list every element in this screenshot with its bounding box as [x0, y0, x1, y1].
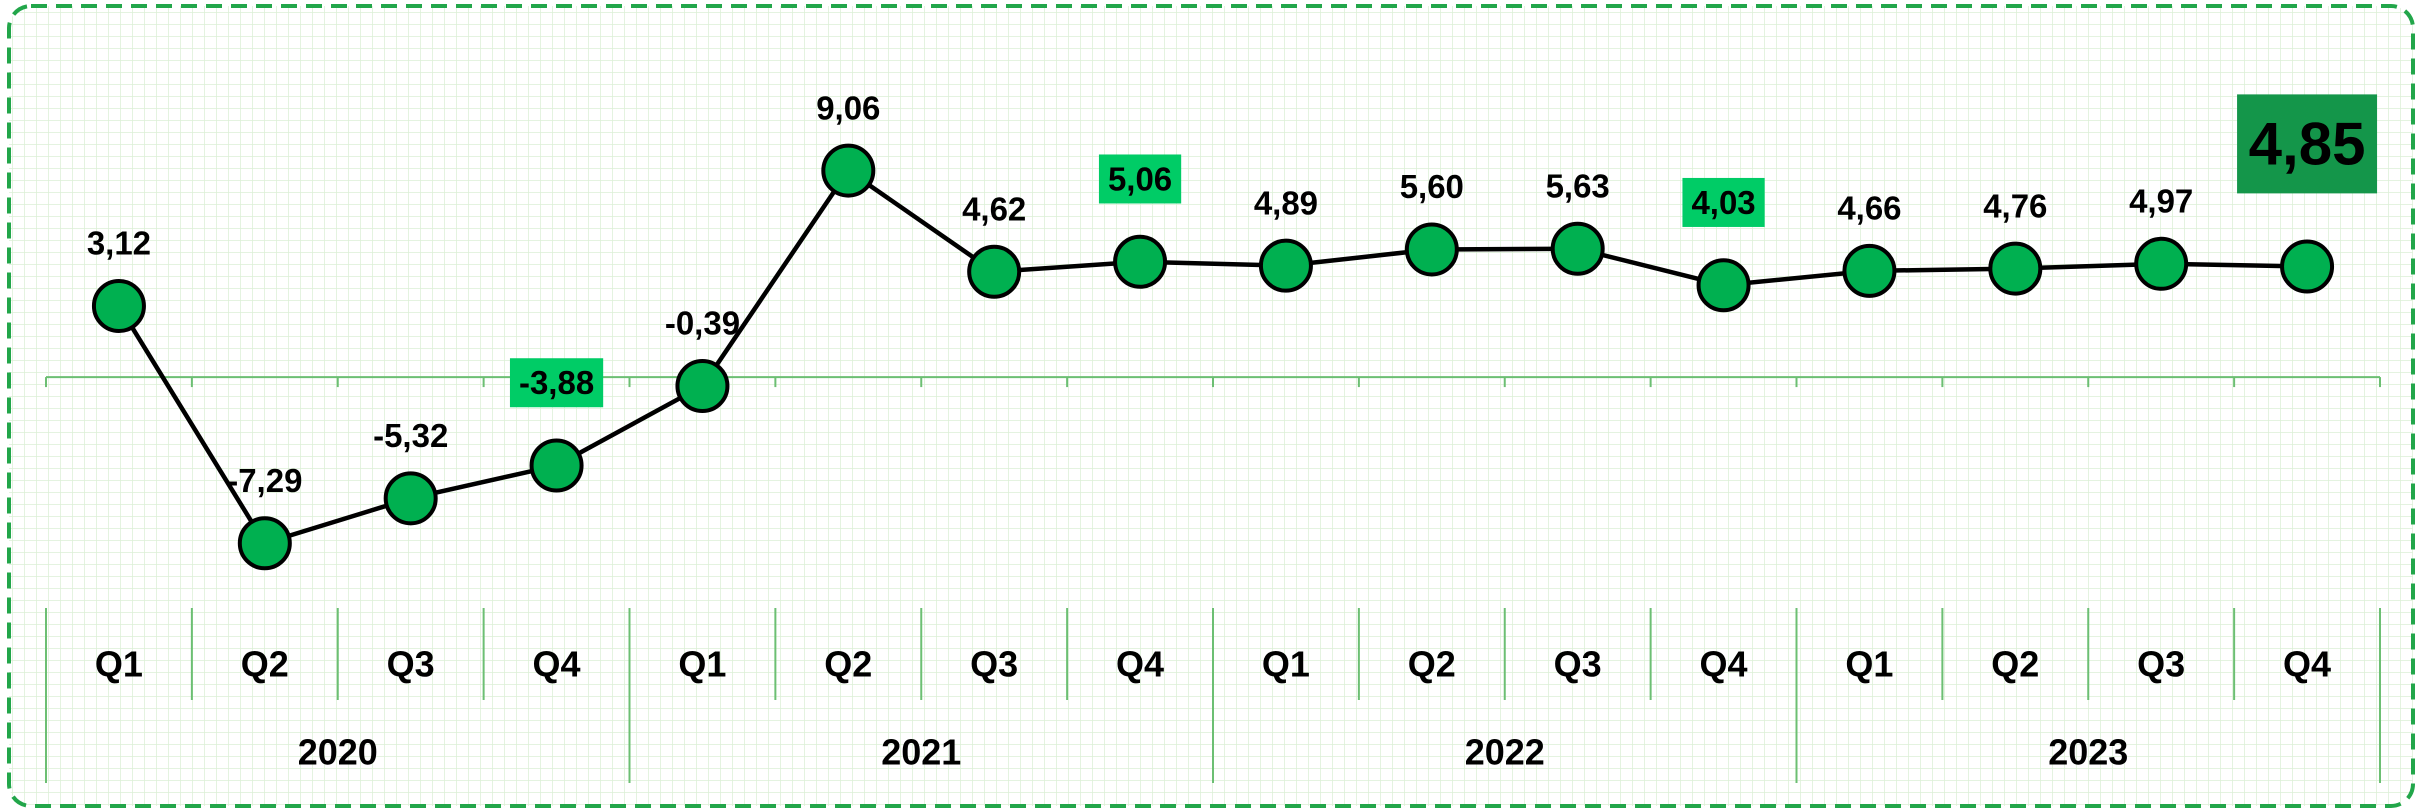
x-tick-label: Q4 — [533, 644, 581, 685]
data-label: 4,85 — [2249, 110, 2366, 177]
x-tick-label: Q4 — [1700, 644, 1748, 685]
x-tick-label: Q1 — [1845, 644, 1893, 685]
marker — [529, 438, 584, 493]
marker — [1988, 241, 2043, 296]
marker — [91, 278, 146, 333]
marker — [1696, 258, 1751, 313]
data-label: 4,76 — [1983, 187, 2047, 224]
data-label: 4,66 — [1837, 190, 1901, 227]
x-tick-label: Q1 — [95, 644, 143, 685]
data-label: -0,39 — [665, 305, 740, 342]
marker — [1842, 243, 1897, 298]
marker — [1258, 238, 1313, 293]
marker — [2280, 239, 2335, 294]
data-label: -3,88 — [519, 364, 594, 401]
x-tick-label: Q2 — [824, 644, 872, 685]
data-label: -5,32 — [373, 417, 448, 454]
group-label: 2023 — [2048, 732, 2128, 773]
x-tick-label: Q2 — [241, 644, 289, 685]
data-label: 9,06 — [816, 89, 880, 126]
label-box — [2237, 94, 2378, 194]
label-box — [509, 358, 604, 408]
group-label: 2021 — [881, 732, 961, 773]
highlighted-label: -3,88 — [509, 358, 604, 408]
data-label: 4,03 — [1691, 184, 1755, 221]
x-tick-label: Q3 — [1554, 644, 1602, 685]
marker — [237, 516, 292, 571]
marker — [821, 143, 876, 198]
x-tick-label: Q3 — [970, 644, 1018, 685]
data-label: 4,89 — [1254, 184, 1318, 221]
x-tick-label: Q2 — [1991, 644, 2039, 685]
data-label: 5,63 — [1546, 167, 1610, 204]
data-label: 4,62 — [962, 191, 1026, 228]
label-box — [1098, 154, 1182, 204]
data-label: 5,06 — [1108, 160, 1172, 197]
highlighted-label: 4,03 — [1682, 177, 1765, 227]
marker — [967, 244, 1022, 299]
marker — [675, 358, 730, 413]
label-box — [1682, 177, 1765, 227]
x-tick-label: Q2 — [1408, 644, 1456, 685]
x-tick-label: Q1 — [678, 644, 726, 685]
line — [117, 167, 2308, 546]
frame — [7, 4, 2415, 808]
x-tick-label: Q1 — [1262, 644, 1310, 685]
x-tick-label: Q3 — [2137, 644, 2185, 685]
x-tick-label: Q4 — [2283, 644, 2331, 685]
emphasized-label: 4,85 — [2237, 94, 2378, 194]
marker — [2134, 236, 2189, 291]
marker — [1550, 221, 1605, 276]
data-label: 4,97 — [2129, 183, 2193, 220]
group-label: 2022 — [1465, 732, 1545, 773]
marker — [1404, 222, 1459, 277]
marker — [383, 471, 438, 526]
group-label: 2020 — [298, 732, 378, 773]
marker — [1113, 234, 1168, 289]
x-tick-label: Q3 — [387, 644, 435, 685]
highlighted-label: 5,06 — [1098, 154, 1182, 204]
data-label: -7,29 — [227, 462, 302, 499]
data-label: 3,12 — [87, 225, 151, 262]
data-label: 5,60 — [1400, 168, 1464, 205]
x-tick-label: Q4 — [1116, 644, 1164, 685]
